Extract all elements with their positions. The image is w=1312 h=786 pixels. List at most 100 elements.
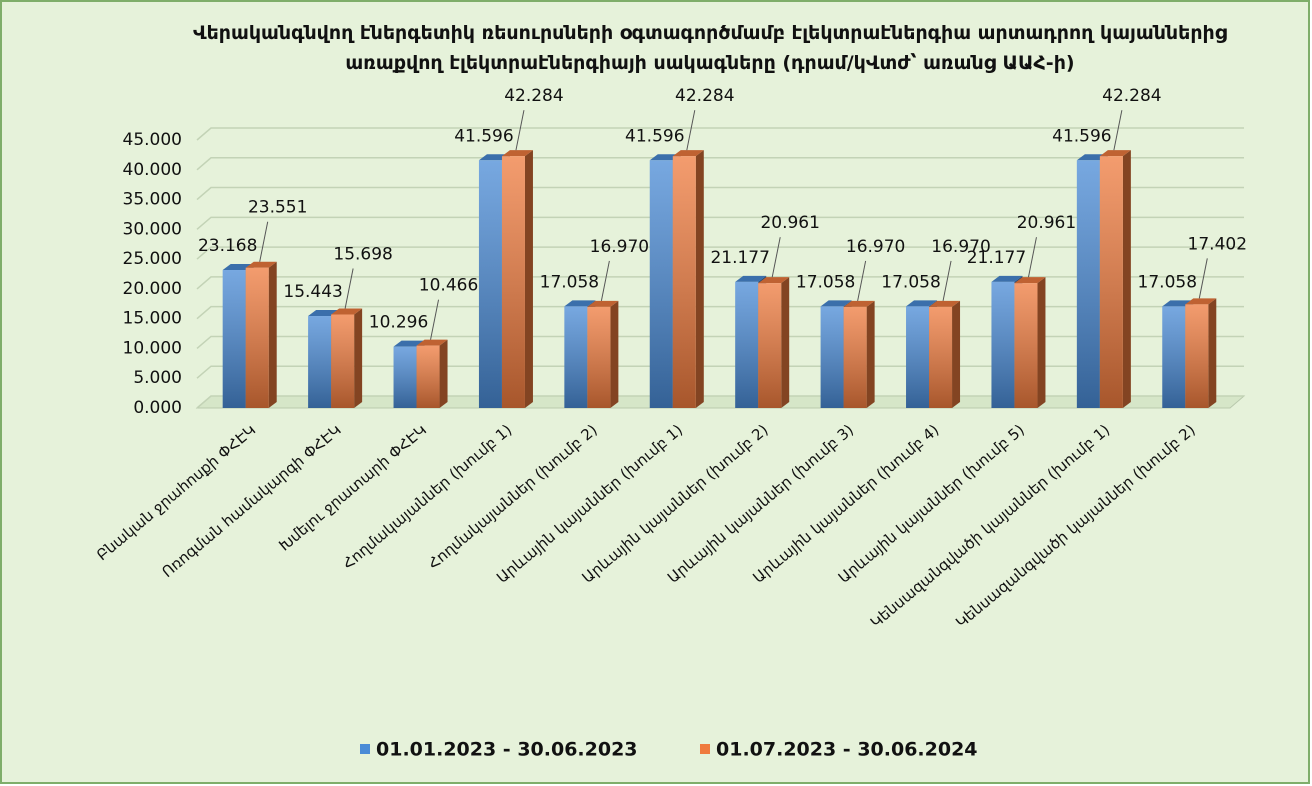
- leader-line: [600, 260, 610, 302]
- value-label: 16.970: [931, 237, 990, 257]
- bar-shade: [416, 345, 440, 408]
- bar-shade: [331, 314, 355, 408]
- value-label: 21.177: [710, 248, 769, 268]
- bar-top: [587, 300, 619, 307]
- bar-shade: [735, 281, 759, 408]
- value-label: 17.058: [540, 272, 599, 292]
- bar-top: [906, 300, 938, 307]
- y-tick-label: 5.000: [133, 368, 182, 388]
- leader-line: [771, 237, 781, 278]
- bar-top: [843, 300, 875, 307]
- bar-side: [866, 300, 875, 408]
- grid-line: [196, 395, 1244, 409]
- bar-top: [331, 308, 363, 315]
- value-label: 17.058: [796, 272, 855, 292]
- y-tick-label: 20.000: [123, 279, 182, 299]
- bar-side: [695, 150, 704, 408]
- bar-top: [564, 300, 596, 307]
- bar-shade: [564, 306, 588, 408]
- legend-swatch: [360, 744, 370, 754]
- value-label: 10.466: [419, 276, 478, 296]
- value-label: 21.177: [967, 248, 1026, 268]
- value-label: 17.402: [1188, 234, 1247, 254]
- bar-top: [1185, 298, 1217, 305]
- bar-side: [439, 339, 448, 408]
- grid-line: [196, 186, 1244, 201]
- value-label: 10.296: [369, 313, 428, 333]
- bar-top: [1099, 150, 1131, 157]
- y-tick-label: 35.000: [123, 190, 182, 210]
- bar-shade: [1099, 156, 1123, 408]
- value-label: 41.596: [454, 126, 513, 146]
- leader-line: [515, 110, 525, 151]
- bar-top: [929, 300, 961, 307]
- value-label: 17.058: [1138, 272, 1197, 292]
- bar-top: [672, 150, 704, 157]
- bar-shade: [1162, 306, 1186, 408]
- bar-shade: [758, 283, 782, 408]
- bar-top: [245, 261, 277, 268]
- bar-side: [354, 308, 363, 408]
- bar-side: [1208, 298, 1217, 408]
- value-label: 15.698: [333, 245, 392, 265]
- bar-top: [991, 275, 1023, 282]
- bar-side: [1122, 150, 1131, 408]
- value-label: 15.443: [283, 282, 342, 302]
- bar-side: [524, 150, 533, 408]
- leader-line: [1113, 110, 1123, 151]
- grid-line: [196, 216, 1244, 230]
- bar-side: [952, 300, 961, 408]
- bar-shade: [1014, 283, 1038, 408]
- bar-top: [758, 277, 790, 284]
- value-label: 23.551: [248, 198, 307, 218]
- bar-side: [268, 261, 277, 408]
- leader-line: [1027, 237, 1037, 278]
- bar-shade: [929, 306, 953, 408]
- leader-line: [344, 268, 354, 309]
- value-label: 41.596: [1052, 126, 1111, 146]
- y-tick-label: 10.000: [123, 338, 182, 358]
- y-tick-label: 45.000: [123, 130, 182, 150]
- bar-side: [610, 300, 619, 408]
- grid-line: [196, 276, 1244, 290]
- y-tick-label: 0.000: [133, 398, 182, 418]
- grid-line: [196, 365, 1244, 379]
- value-label: 41.596: [625, 126, 684, 146]
- bar-shade: [478, 160, 502, 408]
- y-tick-label: 15.000: [123, 309, 182, 329]
- bar-top: [416, 339, 448, 346]
- bar-shade: [672, 156, 696, 408]
- value-label: 16.970: [590, 237, 649, 257]
- bar-shade: [501, 156, 525, 408]
- bar-shade: [843, 306, 867, 408]
- grid-line: [196, 127, 1244, 141]
- bar-side: [1037, 277, 1046, 408]
- grid-line: [196, 305, 1244, 320]
- bar-top: [735, 275, 767, 282]
- value-label: 42.284: [1102, 86, 1161, 106]
- bar-top: [1014, 277, 1046, 284]
- legend-label: 01.07.2023 - 30.06.2024: [716, 739, 978, 761]
- value-label: 23.168: [198, 236, 257, 256]
- bar-top: [501, 150, 533, 157]
- y-tick-label: 25.000: [123, 249, 182, 269]
- bar-shade: [991, 281, 1015, 408]
- legend-swatch: [700, 744, 710, 754]
- y-tick-label: 40.000: [123, 160, 182, 180]
- leader-line: [942, 260, 952, 302]
- value-label: 42.284: [675, 86, 734, 106]
- leader-line: [686, 110, 696, 151]
- bar-shade: [1076, 160, 1100, 408]
- leader-line: [430, 299, 440, 340]
- bar-top: [820, 300, 852, 307]
- leader-line: [857, 260, 867, 302]
- bar-side: [781, 277, 790, 408]
- legend-label: 01.01.2023 - 30.06.2023: [376, 739, 638, 761]
- bar-shade: [393, 346, 417, 408]
- value-label: 17.058: [881, 272, 940, 292]
- bar-shade: [649, 160, 673, 408]
- bar-shade: [906, 306, 930, 408]
- value-label: 20.961: [760, 213, 819, 233]
